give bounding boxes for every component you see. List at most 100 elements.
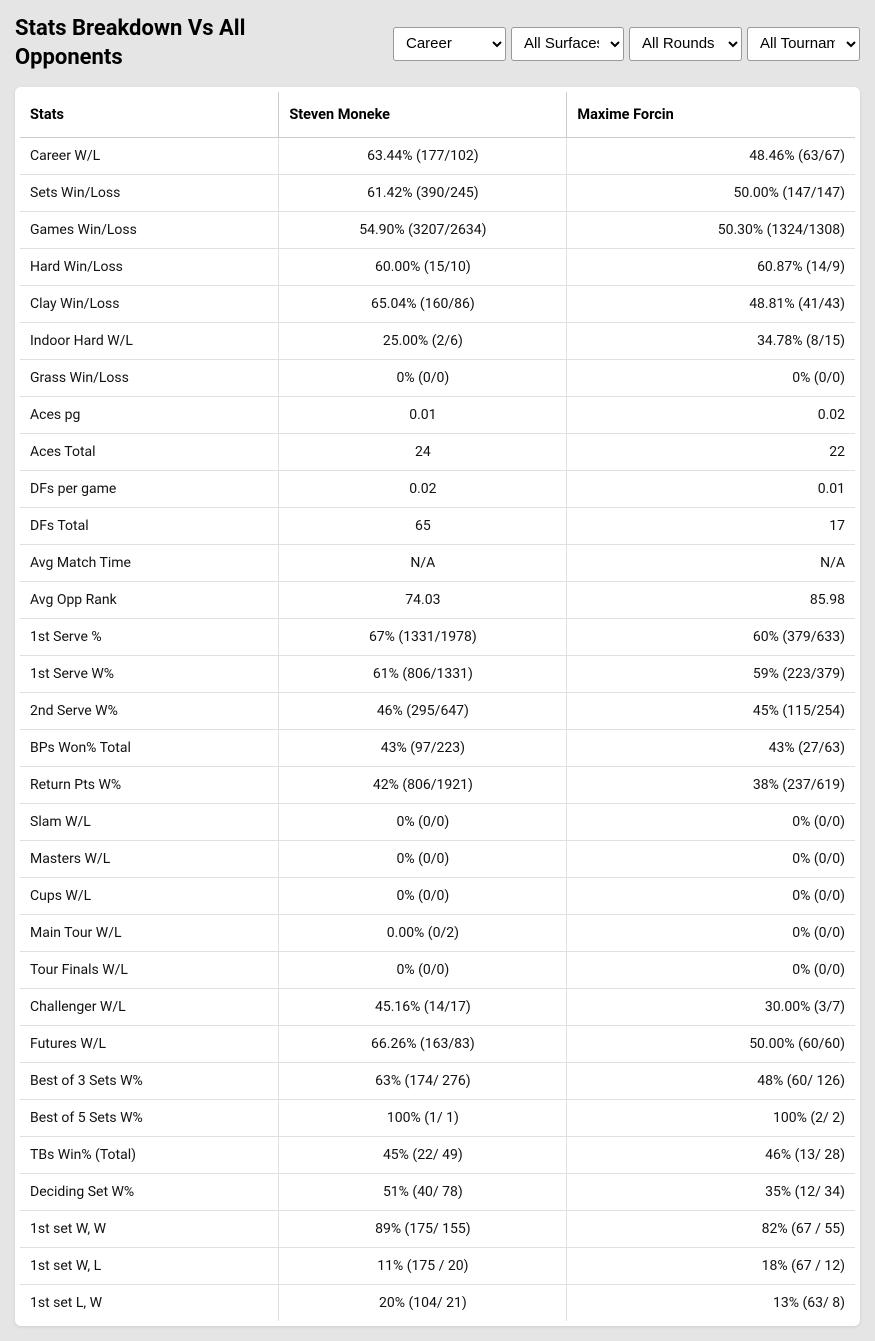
stat-label-cell: Cups W/L [20, 878, 279, 915]
player1-value-cell: 61% (806/1331) [279, 656, 567, 693]
player2-value-cell: 35% (12/ 34) [567, 1174, 855, 1211]
player1-value-cell: 0% (0/0) [279, 841, 567, 878]
col-header-player1: Steven Moneke [279, 92, 567, 138]
stat-label-cell: Hard Win/Loss [20, 249, 279, 286]
player2-value-cell: 0% (0/0) [567, 804, 855, 841]
stat-label-cell: Deciding Set W% [20, 1174, 279, 1211]
stat-label-cell: Avg Opp Rank [20, 582, 279, 619]
player1-value-cell: 65 [279, 508, 567, 545]
player2-value-cell: 60.87% (14/9) [567, 249, 855, 286]
player2-value-cell: 100% (2/ 2) [567, 1100, 855, 1137]
stat-label-cell: Career W/L [20, 138, 279, 175]
stat-label-cell: 1st set W, L [20, 1248, 279, 1285]
stat-label-cell: Avg Match Time [20, 545, 279, 582]
stat-label-cell: Futures W/L [20, 1026, 279, 1063]
player2-value-cell: 50.00% (147/147) [567, 175, 855, 212]
player2-value-cell: 43% (27/63) [567, 730, 855, 767]
player1-value-cell: 63.44% (177/102) [279, 138, 567, 175]
table-row: Hard Win/Loss60.00% (15/10)60.87% (14/9) [20, 249, 855, 286]
player2-value-cell: 17 [567, 508, 855, 545]
stat-label-cell: Slam W/L [20, 804, 279, 841]
table-row: Career W/L63.44% (177/102)48.46% (63/67) [20, 138, 855, 175]
table-row: Challenger W/L45.16% (14/17)30.00% (3/7) [20, 989, 855, 1026]
player1-value-cell: 61.42% (390/245) [279, 175, 567, 212]
player2-value-cell: 60% (379/633) [567, 619, 855, 656]
table-row: Slam W/L0% (0/0)0% (0/0) [20, 804, 855, 841]
player1-value-cell: 0% (0/0) [279, 952, 567, 989]
col-header-stats: Stats [20, 92, 279, 138]
player2-value-cell: 48.81% (41/43) [567, 286, 855, 323]
stats-table: Stats Steven Moneke Maxime Forcin Career… [20, 92, 855, 1321]
table-row: DFs Total6517 [20, 508, 855, 545]
player1-value-cell: 0% (0/0) [279, 878, 567, 915]
stat-label-cell: Best of 3 Sets W% [20, 1063, 279, 1100]
player1-value-cell: 60.00% (15/10) [279, 249, 567, 286]
stat-label-cell: Challenger W/L [20, 989, 279, 1026]
player1-value-cell: 89% (175/ 155) [279, 1211, 567, 1248]
player1-value-cell: 0.00% (0/2) [279, 915, 567, 952]
table-row: 1st Serve W%61% (806/1331)59% (223/379) [20, 656, 855, 693]
table-row: Main Tour W/L0.00% (0/2)0% (0/0) [20, 915, 855, 952]
player1-value-cell: 20% (104/ 21) [279, 1285, 567, 1322]
stat-label-cell: Main Tour W/L [20, 915, 279, 952]
stat-label-cell: 1st set W, W [20, 1211, 279, 1248]
table-row: Tour Finals W/L0% (0/0)0% (0/0) [20, 952, 855, 989]
stat-label-cell: Return Pts W% [20, 767, 279, 804]
stat-label-cell: 1st Serve W% [20, 656, 279, 693]
player2-value-cell: 0% (0/0) [567, 952, 855, 989]
player2-value-cell: 85.98 [567, 582, 855, 619]
table-header-row: Stats Steven Moneke Maxime Forcin [20, 92, 855, 138]
player2-value-cell: 50.30% (1324/1308) [567, 212, 855, 249]
filter-tournament[interactable]: All Tournaments [747, 27, 860, 61]
stat-label-cell: Games Win/Loss [20, 212, 279, 249]
player2-value-cell: 50.00% (60/60) [567, 1026, 855, 1063]
filter-round[interactable]: All Rounds [629, 27, 742, 61]
table-row: 1st set W, W89% (175/ 155)82% (67 / 55) [20, 1211, 855, 1248]
stat-label-cell: DFs per game [20, 471, 279, 508]
player2-value-cell: 0% (0/0) [567, 878, 855, 915]
table-row: Aces pg0.010.02 [20, 397, 855, 434]
filter-surface[interactable]: All Surfaces [511, 27, 624, 61]
table-row: 1st set L, W20% (104/ 21)13% (63/ 8) [20, 1285, 855, 1322]
table-row: Indoor Hard W/L25.00% (2/6)34.78% (8/15) [20, 323, 855, 360]
page-title: Stats Breakdown Vs All Opponents [15, 15, 315, 72]
table-row: Return Pts W%42% (806/1921)38% (237/619) [20, 767, 855, 804]
table-row: 1st Serve %67% (1331/1978)60% (379/633) [20, 619, 855, 656]
player1-value-cell: 45.16% (14/17) [279, 989, 567, 1026]
stats-table-card: Stats Steven Moneke Maxime Forcin Career… [15, 87, 860, 1326]
stat-label-cell: 2nd Serve W% [20, 693, 279, 730]
player1-value-cell: 46% (295/647) [279, 693, 567, 730]
player2-value-cell: 30.00% (3/7) [567, 989, 855, 1026]
player1-value-cell: 0.02 [279, 471, 567, 508]
player1-value-cell: 67% (1331/1978) [279, 619, 567, 656]
player2-value-cell: 0% (0/0) [567, 915, 855, 952]
player2-value-cell: 46% (13/ 28) [567, 1137, 855, 1174]
table-row: Sets Win/Loss61.42% (390/245)50.00% (147… [20, 175, 855, 212]
table-row: 1st set W, L11% (175 / 20)18% (67 / 12) [20, 1248, 855, 1285]
stat-label-cell: Grass Win/Loss [20, 360, 279, 397]
stat-label-cell: 1st set L, W [20, 1285, 279, 1322]
filter-period[interactable]: Career [393, 27, 506, 61]
table-row: Cups W/L0% (0/0)0% (0/0) [20, 878, 855, 915]
player2-value-cell: 82% (67 / 55) [567, 1211, 855, 1248]
table-row: 2nd Serve W%46% (295/647)45% (115/254) [20, 693, 855, 730]
player2-value-cell: 0.01 [567, 471, 855, 508]
stat-label-cell: Aces Total [20, 434, 279, 471]
player2-value-cell: 48.46% (63/67) [567, 138, 855, 175]
player2-value-cell: 59% (223/379) [567, 656, 855, 693]
stat-label-cell: Masters W/L [20, 841, 279, 878]
player1-value-cell: 63% (174/ 276) [279, 1063, 567, 1100]
stat-label-cell: BPs Won% Total [20, 730, 279, 767]
player2-value-cell: 22 [567, 434, 855, 471]
stat-label-cell: Best of 5 Sets W% [20, 1100, 279, 1137]
stat-label-cell: 1st Serve % [20, 619, 279, 656]
table-row: BPs Won% Total43% (97/223)43% (27/63) [20, 730, 855, 767]
player2-value-cell: N/A [567, 545, 855, 582]
stat-label-cell: Aces pg [20, 397, 279, 434]
table-row: Deciding Set W%51% (40/ 78)35% (12/ 34) [20, 1174, 855, 1211]
col-header-player2: Maxime Forcin [567, 92, 855, 138]
player1-value-cell: N/A [279, 545, 567, 582]
table-row: Clay Win/Loss65.04% (160/86)48.81% (41/4… [20, 286, 855, 323]
table-row: TBs Win% (Total)45% (22/ 49)46% (13/ 28) [20, 1137, 855, 1174]
player1-value-cell: 100% (1/ 1) [279, 1100, 567, 1137]
